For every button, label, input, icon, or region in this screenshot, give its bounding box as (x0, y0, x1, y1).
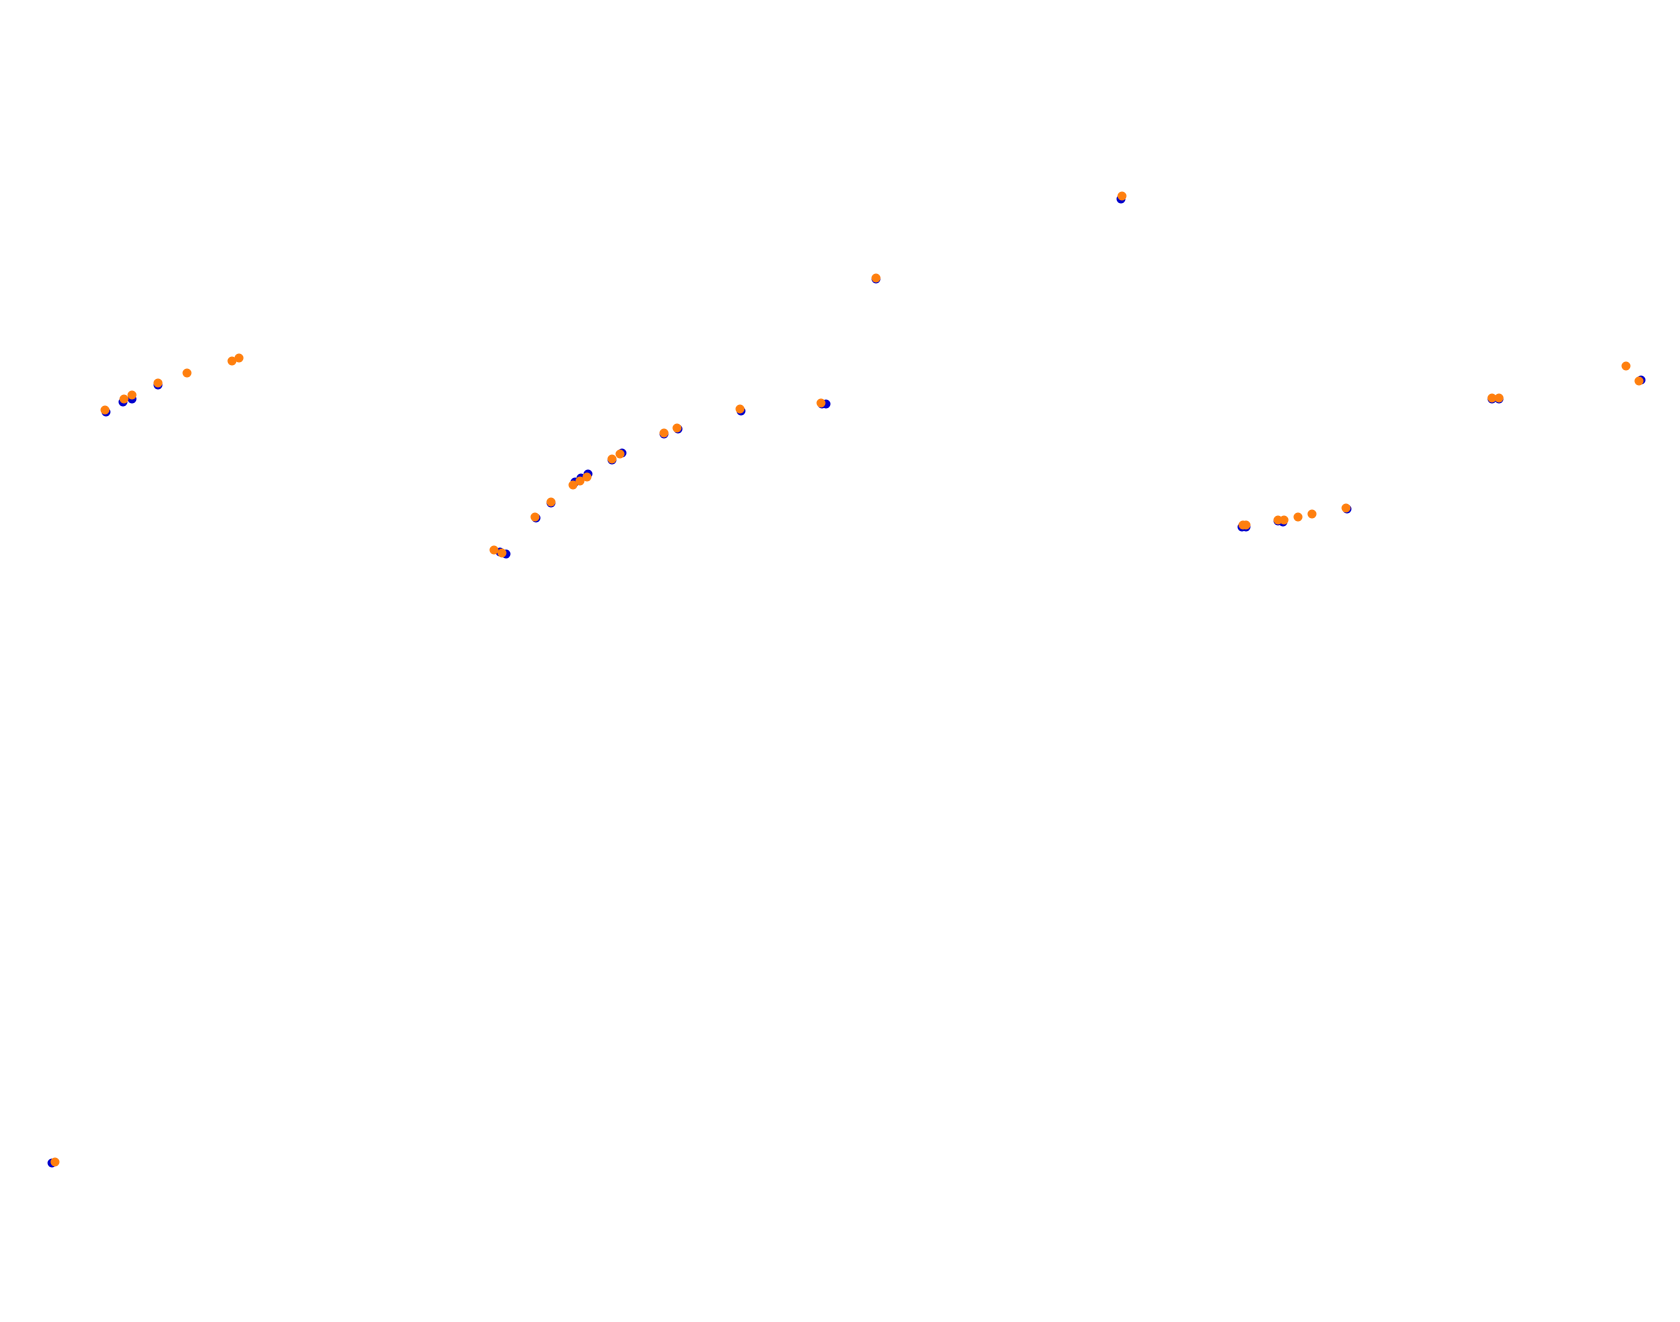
data-point (1341, 503, 1351, 513)
data-point (1307, 509, 1317, 519)
data-point (153, 378, 163, 388)
data-point (607, 454, 617, 464)
data-point (497, 548, 507, 558)
data-point (1293, 512, 1303, 522)
data-point (100, 405, 110, 415)
data-point (816, 398, 826, 408)
data-point (1117, 191, 1127, 201)
data-point (546, 497, 556, 507)
data-point (615, 449, 625, 459)
data-point (1621, 361, 1631, 371)
series-layer (47, 191, 1646, 1168)
data-point (234, 353, 244, 363)
data-point (119, 394, 129, 404)
data-point (530, 512, 540, 522)
data-point (659, 428, 669, 438)
data-point (735, 404, 745, 414)
data-point (127, 390, 137, 400)
data-point (489, 545, 499, 555)
data-point (582, 472, 592, 482)
data-point (871, 273, 881, 283)
data-point (182, 368, 192, 378)
data-point (1241, 520, 1251, 530)
data-point (1634, 376, 1644, 386)
series-2 (50, 191, 1644, 1167)
data-point (672, 423, 682, 433)
data-point (1279, 515, 1289, 525)
data-point (1487, 393, 1497, 403)
data-point (568, 480, 578, 490)
data-point (227, 356, 237, 366)
data-point (575, 476, 585, 486)
data-point (1494, 393, 1504, 403)
data-point (50, 1157, 60, 1167)
